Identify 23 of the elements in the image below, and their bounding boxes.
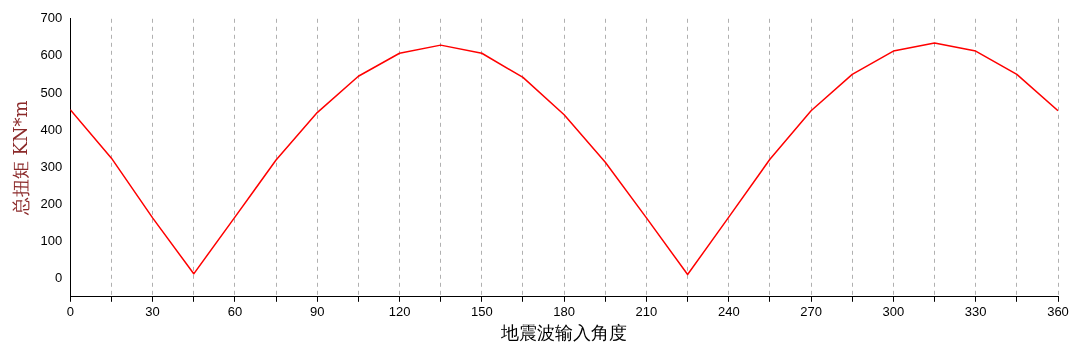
y-tick-label: 600 [40, 47, 63, 63]
x-tick-label: 180 [553, 304, 575, 320]
y-tick-label: 100 [40, 232, 63, 248]
y-tick-label: 400 [40, 121, 63, 137]
x-axis-title: 地震波输入角度 [500, 321, 628, 343]
y-tick-label: 700 [40, 10, 63, 26]
x-tick-label: 300 [882, 304, 905, 320]
x-tick-label: 60 [227, 304, 243, 320]
y-tick-label: 200 [40, 195, 63, 211]
x-tick-label: 30 [145, 304, 160, 320]
x-tick-label: 150 [470, 304, 493, 320]
x-tick-label: 90 [309, 304, 325, 320]
x-tick-label: 270 [800, 304, 822, 320]
x-tick-label: 360 [1047, 304, 1069, 320]
x-tick-label: 330 [964, 304, 987, 320]
y-tick-label: 0 [55, 269, 63, 285]
x-tick-label: 240 [717, 304, 740, 320]
y-tick-label: 500 [40, 84, 63, 100]
y-axis-title: 总扭矩 KN*m [10, 100, 32, 217]
y-tick-label: 300 [40, 158, 63, 174]
x-tick-label: 210 [635, 304, 658, 320]
x-tick-label: 0 [66, 304, 74, 320]
x-tick-label: 120 [388, 304, 411, 320]
